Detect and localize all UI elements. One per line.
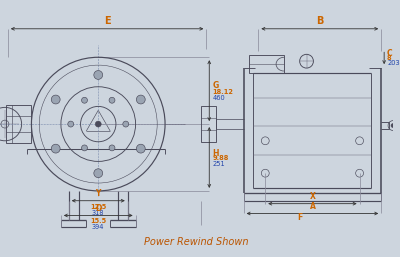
Text: 8: 8	[387, 55, 392, 61]
Text: 12.5: 12.5	[90, 204, 106, 210]
Circle shape	[109, 97, 115, 103]
Bar	[248, 55, 284, 73]
Circle shape	[123, 121, 129, 127]
Text: B: B	[316, 16, 324, 26]
Text: 394: 394	[92, 224, 104, 230]
Text: 9.88: 9.88	[212, 155, 228, 161]
Text: F: F	[297, 213, 302, 222]
Circle shape	[136, 144, 145, 153]
Text: D: D	[95, 204, 102, 213]
Circle shape	[51, 95, 60, 104]
Circle shape	[94, 169, 103, 178]
Text: E: E	[104, 16, 110, 26]
Circle shape	[391, 124, 395, 127]
Circle shape	[82, 145, 88, 151]
Text: 251: 251	[212, 161, 225, 167]
Text: Power Rewind Shown: Power Rewind Shown	[144, 237, 249, 247]
Text: C: C	[387, 49, 393, 58]
Text: A: A	[310, 201, 315, 210]
Circle shape	[51, 144, 60, 153]
Text: H: H	[212, 149, 219, 158]
Bar	[6, 105, 32, 143]
Text: 15.5: 15.5	[90, 218, 106, 224]
Circle shape	[95, 121, 101, 127]
Text: 460: 460	[212, 95, 225, 100]
Text: 18.12: 18.12	[212, 89, 233, 95]
Circle shape	[136, 95, 145, 104]
Text: Y: Y	[96, 189, 101, 198]
Circle shape	[68, 121, 74, 127]
Text: G: G	[212, 81, 218, 90]
Circle shape	[109, 145, 115, 151]
Text: X: X	[310, 192, 315, 201]
Bar	[202, 106, 216, 142]
Text: 203: 203	[387, 60, 400, 66]
Text: 318: 318	[92, 209, 104, 216]
Circle shape	[94, 70, 103, 79]
Circle shape	[82, 97, 88, 103]
